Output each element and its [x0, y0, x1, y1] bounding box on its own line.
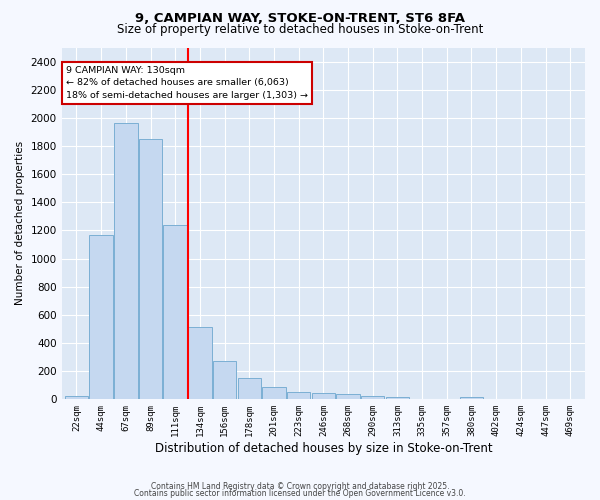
Title: 9, CAMPIAN WAY, STOKE-ON-TRENT, ST6 8FA
Size of property relative to detached ho: 9, CAMPIAN WAY, STOKE-ON-TRENT, ST6 8FA … — [0, 499, 1, 500]
Bar — [336, 394, 360, 400]
Bar — [89, 234, 113, 400]
Text: Contains HM Land Registry data © Crown copyright and database right 2025.: Contains HM Land Registry data © Crown c… — [151, 482, 449, 491]
Bar — [163, 225, 187, 400]
Bar — [287, 392, 310, 400]
Bar — [311, 393, 335, 400]
Text: 9, CAMPIAN WAY, STOKE-ON-TRENT, ST6 8FA: 9, CAMPIAN WAY, STOKE-ON-TRENT, ST6 8FA — [135, 12, 465, 26]
Text: 9 CAMPIAN WAY: 130sqm
← 82% of detached houses are smaller (6,063)
18% of semi-d: 9 CAMPIAN WAY: 130sqm ← 82% of detached … — [66, 66, 308, 100]
Bar — [213, 362, 236, 400]
Y-axis label: Number of detached properties: Number of detached properties — [15, 142, 25, 306]
X-axis label: Distribution of detached houses by size in Stoke-on-Trent: Distribution of detached houses by size … — [155, 442, 492, 455]
Bar — [262, 386, 286, 400]
Bar — [361, 396, 385, 400]
Text: Size of property relative to detached houses in Stoke-on-Trent: Size of property relative to detached ho… — [117, 22, 483, 36]
Text: Contains public sector information licensed under the Open Government Licence v3: Contains public sector information licen… — [134, 490, 466, 498]
Bar — [188, 327, 212, 400]
Bar — [114, 124, 137, 400]
Bar — [386, 397, 409, 400]
Bar — [460, 397, 483, 400]
Bar — [139, 139, 162, 400]
Bar — [65, 396, 88, 400]
Bar — [238, 378, 261, 400]
